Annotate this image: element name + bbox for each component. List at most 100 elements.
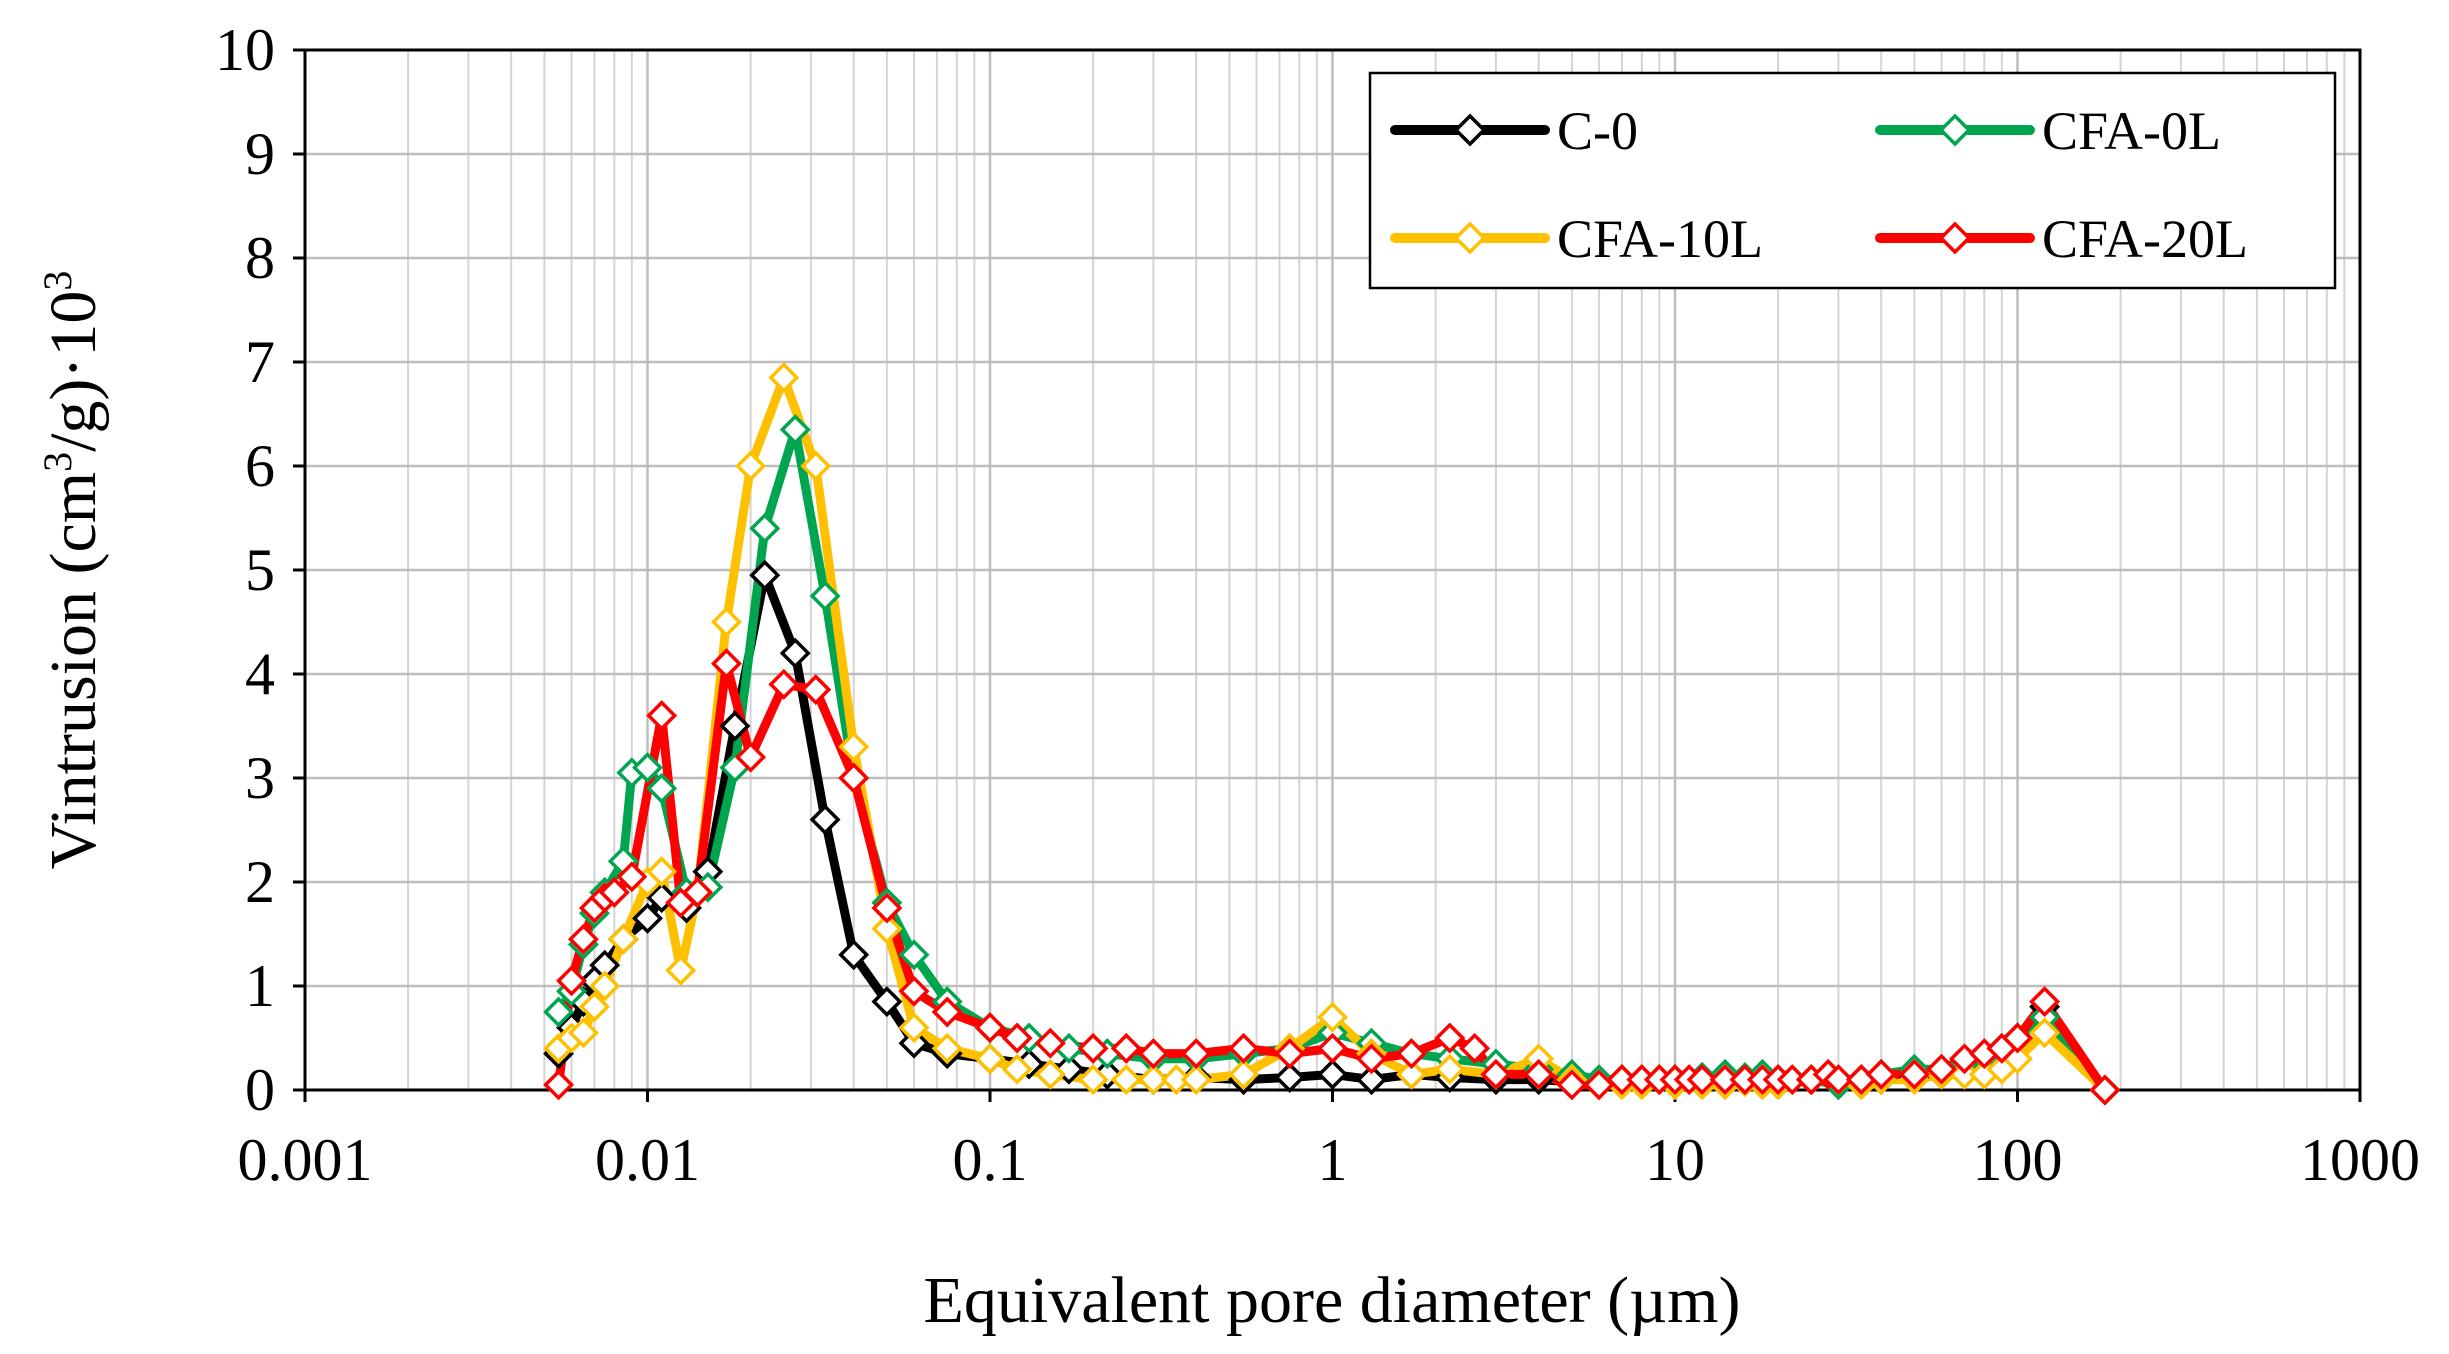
y-axis-title-mid: /g)·10 — [37, 291, 110, 452]
x-tick-label: 0.001 — [238, 1127, 373, 1193]
legend-marker-cfa-20l — [1938, 221, 1972, 255]
y-axis-title-sup2: 3 — [35, 271, 80, 291]
data-point-cfa-0l — [898, 939, 930, 971]
data-point-cfa-20l — [1077, 1032, 1109, 1064]
y-tick-label: 0 — [245, 1057, 275, 1123]
data-point-cfa-20l — [768, 668, 800, 700]
x-tick-label: 100 — [1973, 1127, 2063, 1193]
y-tick-label: 7 — [245, 329, 275, 395]
y-tick-label: 8 — [245, 225, 275, 291]
data-point-c-0 — [1274, 1062, 1306, 1093]
legend-box — [1368, 71, 2337, 290]
data-point-cfa-20l — [2002, 1022, 2033, 1054]
legend-label-cfa-0l: CFA-0L — [2042, 101, 2221, 161]
data-point-cfa-10l — [1077, 1064, 1109, 1096]
data-point-cfa-20l — [1137, 1038, 1169, 1070]
data-point-cfa-10l — [607, 923, 639, 955]
y-axis-title-sup1: 3 — [35, 452, 80, 472]
data-point-cfa-0l — [809, 580, 841, 612]
x-axis-title: Equivalent pore diameter (µm) — [924, 1264, 1741, 1337]
data-point-cfa-20l — [1434, 1022, 1466, 1054]
data-point-cfa-20l — [1898, 1058, 1930, 1090]
x-tick-label: 1000 — [2300, 1127, 2420, 1193]
data-point-cfa-20l — [1556, 1069, 1588, 1101]
y-tick-label: 2 — [245, 849, 275, 915]
data-point-cfa-20l — [1274, 1038, 1306, 1070]
series-markers — [543, 362, 2121, 1106]
data-point-cfa-20l — [838, 762, 870, 794]
data-point-cfa-20l — [898, 975, 930, 1007]
data-point-cfa-10l — [735, 450, 767, 482]
data-point-cfa-20l — [1865, 1058, 1897, 1090]
data-point-cfa-10l — [578, 991, 610, 1023]
y-tick-label: 6 — [245, 433, 275, 499]
data-point-cfa-10l — [1317, 1001, 1348, 1033]
data-point-cfa-20l — [974, 1012, 1006, 1044]
data-point-cfa-20l — [2029, 986, 2061, 1018]
data-point-cfa-20l — [1822, 1064, 1854, 1096]
data-point-cfa-10l — [838, 731, 870, 763]
x-tick-label: 1 — [1318, 1127, 1348, 1193]
data-point-cfa-0l — [632, 752, 663, 784]
data-point-cfa-0l — [543, 996, 575, 1028]
y-axis-title: Vintrusion (cm3/g)·103 — [35, 271, 110, 870]
data-point-cfa-20l — [1180, 1038, 1212, 1070]
y-tick-label: 5 — [245, 537, 275, 603]
data-point-c-0 — [898, 1027, 930, 1059]
data-point-cfa-10l — [646, 856, 678, 888]
legend-label-cfa-10l: CFA-10L — [1557, 209, 1763, 269]
data-point-cfa-10l — [768, 362, 800, 394]
legend-label-c-0: C-0 — [1557, 101, 1638, 161]
data-point-cfa-20l — [1686, 1064, 1718, 1096]
data-point-cfa-20l — [1110, 1032, 1142, 1064]
legend-marker-cfa-0l — [1938, 113, 1972, 147]
data-point-cfa-10l — [1228, 1058, 1260, 1090]
data-point-cfa-20l — [1356, 1043, 1388, 1075]
legend-marker-cfa-10l — [1453, 221, 1487, 255]
data-point-cfa-0l — [749, 512, 781, 544]
x-tick-label: 0.01 — [595, 1127, 700, 1193]
data-point-cfa-20l — [1606, 1064, 1638, 1096]
data-point-cfa-20l — [2089, 1074, 2121, 1106]
data-point-c-0 — [1317, 1058, 1348, 1090]
data-point-cfa-20l — [800, 674, 832, 706]
legend-label-cfa-20l: CFA-20L — [2042, 209, 2248, 269]
data-point-c-0 — [719, 710, 751, 742]
data-point-cfa-20l — [1228, 1032, 1260, 1064]
data-point-cfa-20l — [1926, 1053, 1957, 1085]
data-point-cfa-20l — [616, 861, 648, 893]
data-point-cfa-20l — [1001, 1022, 1033, 1054]
data-point-cfa-0l — [646, 772, 678, 804]
data-point-cfa-20l — [567, 923, 599, 955]
data-point-cfa-20l — [646, 700, 678, 732]
data-point-cfa-20l — [1459, 1032, 1491, 1064]
data-point-cfa-10l — [1180, 1064, 1212, 1096]
data-point-cfa-20l — [931, 996, 963, 1028]
y-axis-title-main: Vintrusion (cm — [37, 472, 110, 869]
data-point-cfa-20l — [556, 965, 587, 997]
data-point-cfa-20l — [543, 1069, 575, 1101]
data-point-cfa-10l — [1160, 1064, 1192, 1096]
data-point-cfa-10l — [898, 1012, 930, 1044]
y-tick-label: 4 — [245, 641, 275, 707]
x-axis-tick-labels: 0.001 0.01 0.1 1 10 100 1000 — [238, 1090, 2420, 1193]
data-point-cfa-20l — [598, 876, 630, 908]
legend: C-0 CFA-0L CFA-10L CFA-20L — [1368, 71, 2337, 290]
data-point-c-0 — [871, 986, 903, 1018]
y-tick-label: 3 — [245, 745, 275, 811]
y-tick-label: 10 — [215, 17, 275, 83]
data-point-cfa-10l — [567, 1017, 599, 1049]
data-point-c-0 — [809, 804, 841, 836]
data-point-c-0 — [1356, 1064, 1388, 1096]
data-point-cfa-10l — [974, 1043, 1006, 1075]
data-point-cfa-20l — [1395, 1038, 1427, 1070]
data-point-cfa-10l — [1034, 1058, 1066, 1090]
x-tick-label: 0.1 — [953, 1127, 1028, 1193]
data-point-c-0 — [749, 559, 781, 591]
data-point-cfa-10l — [2029, 1017, 2061, 1049]
data-point-cfa-10l — [1137, 1064, 1169, 1096]
data-point-cfa-10l — [1395, 1058, 1427, 1090]
data-point-cfa-20l — [1480, 1058, 1512, 1090]
data-point-cfa-10l — [1110, 1064, 1142, 1096]
